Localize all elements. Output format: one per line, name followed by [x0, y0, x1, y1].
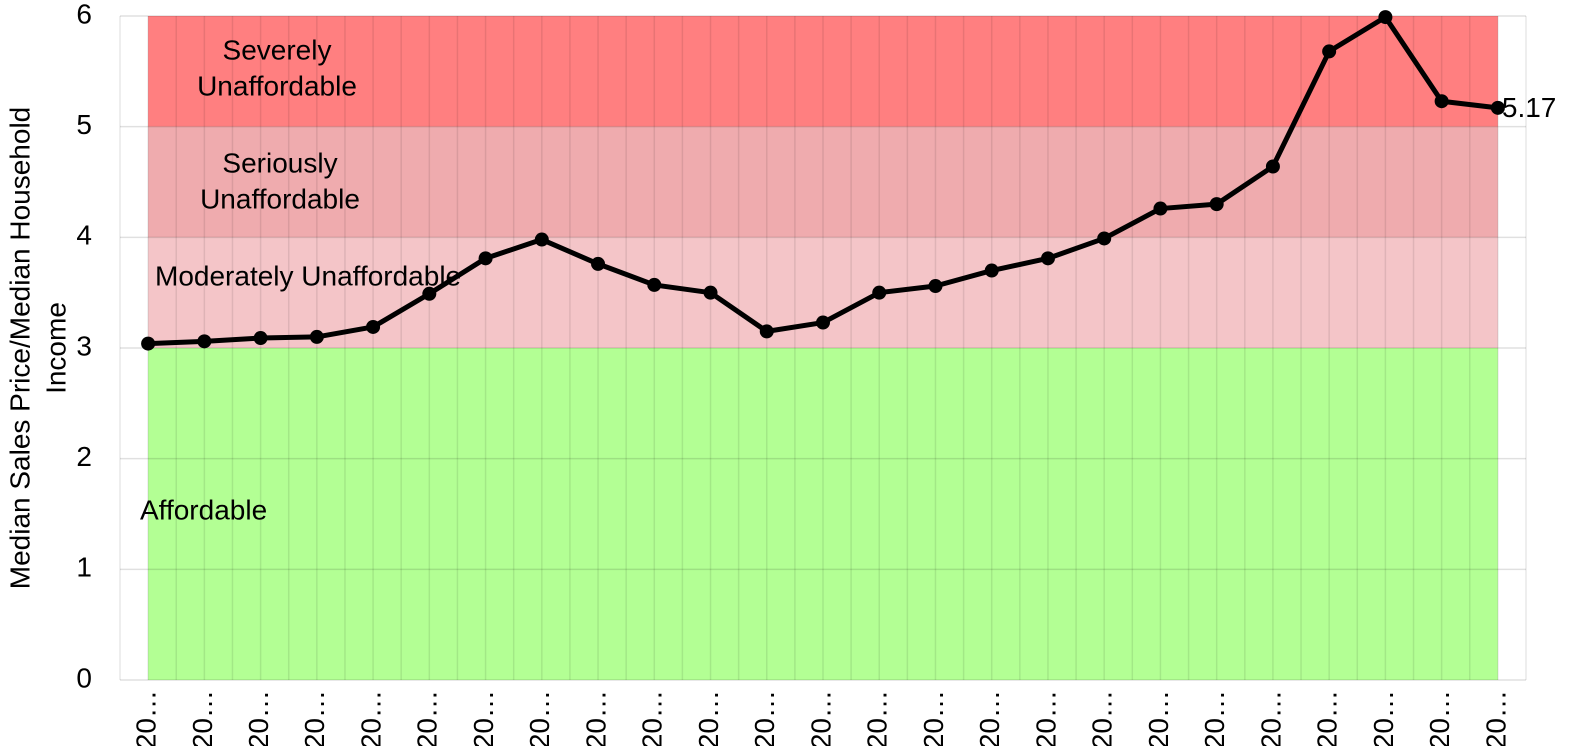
- x-tick-label: 20…: [580, 690, 611, 746]
- x-tick-label: 20…: [805, 690, 836, 746]
- band-label: Affordable: [140, 494, 267, 525]
- x-tick-label: 20…: [637, 690, 668, 746]
- point: [1265, 159, 1280, 174]
- x-tick-label: 20…: [1424, 690, 1455, 746]
- point: [872, 285, 887, 300]
- point: [1434, 94, 1449, 109]
- y-axis-label: Income: [40, 302, 71, 394]
- x-tick-label: 20…: [1312, 690, 1343, 746]
- band-label: Moderately Unaffordable: [155, 260, 461, 291]
- x-tick-label: 20…: [412, 690, 443, 746]
- point: [1153, 201, 1168, 216]
- band-label: Unaffordable: [200, 183, 360, 214]
- x-tick-label: 20…: [918, 690, 949, 746]
- band-label: Seriously: [222, 147, 337, 178]
- x-tick-label: 20…: [524, 690, 555, 746]
- point: [1490, 100, 1505, 115]
- x-tick-label: 20…: [1199, 690, 1230, 746]
- point: [366, 319, 381, 334]
- data-label: 5.17: [1502, 92, 1557, 123]
- point: [1097, 231, 1112, 246]
- y-tick-label: 0: [76, 662, 92, 693]
- point: [141, 336, 156, 351]
- x-tick-label: 20…: [299, 690, 330, 746]
- x-tick-label: 20…: [1030, 690, 1061, 746]
- x-tick-label: 20…: [862, 690, 893, 746]
- x-tick-label: 20…: [468, 690, 499, 746]
- band: [148, 348, 1498, 680]
- point: [1040, 251, 1055, 266]
- y-tick-label: 1: [76, 552, 92, 583]
- band-label: Unaffordable: [197, 70, 357, 101]
- x-tick-label: 20…: [355, 690, 386, 746]
- point: [534, 232, 549, 247]
- band-label: Severely: [223, 34, 332, 65]
- x-tick-label: 20…: [187, 690, 218, 746]
- x-tick-label: 20…: [1255, 690, 1286, 746]
- y-axis-label: Median Sales Price/Median Household: [4, 107, 35, 590]
- band: [148, 16, 1498, 127]
- y-tick-label: 6: [76, 0, 92, 29]
- y-tick-label: 5: [76, 109, 92, 140]
- x-tick-label: 20…: [693, 690, 724, 746]
- point: [759, 324, 774, 339]
- x-tick-label: 20…: [1480, 690, 1511, 746]
- point: [1378, 10, 1393, 25]
- point: [253, 331, 268, 346]
- point: [478, 251, 493, 266]
- y-tick-label: 2: [76, 441, 92, 472]
- point: [1209, 197, 1224, 212]
- point: [1322, 44, 1337, 59]
- point: [928, 279, 943, 294]
- point: [591, 256, 606, 271]
- y-tick-label: 3: [76, 330, 92, 361]
- x-tick-label: 20…: [1368, 690, 1399, 746]
- y-tick-label: 4: [76, 220, 92, 251]
- band: [148, 126, 1498, 238]
- point: [816, 315, 830, 330]
- x-tick-label: 20…: [1087, 690, 1118, 746]
- point: [647, 277, 662, 292]
- x-tick-label: 20…: [243, 690, 274, 746]
- point: [197, 334, 212, 349]
- point: [422, 286, 437, 301]
- x-tick-label: 20…: [131, 690, 162, 746]
- point: [309, 329, 324, 344]
- x-tick-label: 20…: [1143, 690, 1174, 746]
- point: [703, 285, 718, 300]
- x-tick-label: 20…: [749, 690, 780, 746]
- point: [984, 263, 999, 278]
- x-tick-label: 20…: [974, 690, 1005, 746]
